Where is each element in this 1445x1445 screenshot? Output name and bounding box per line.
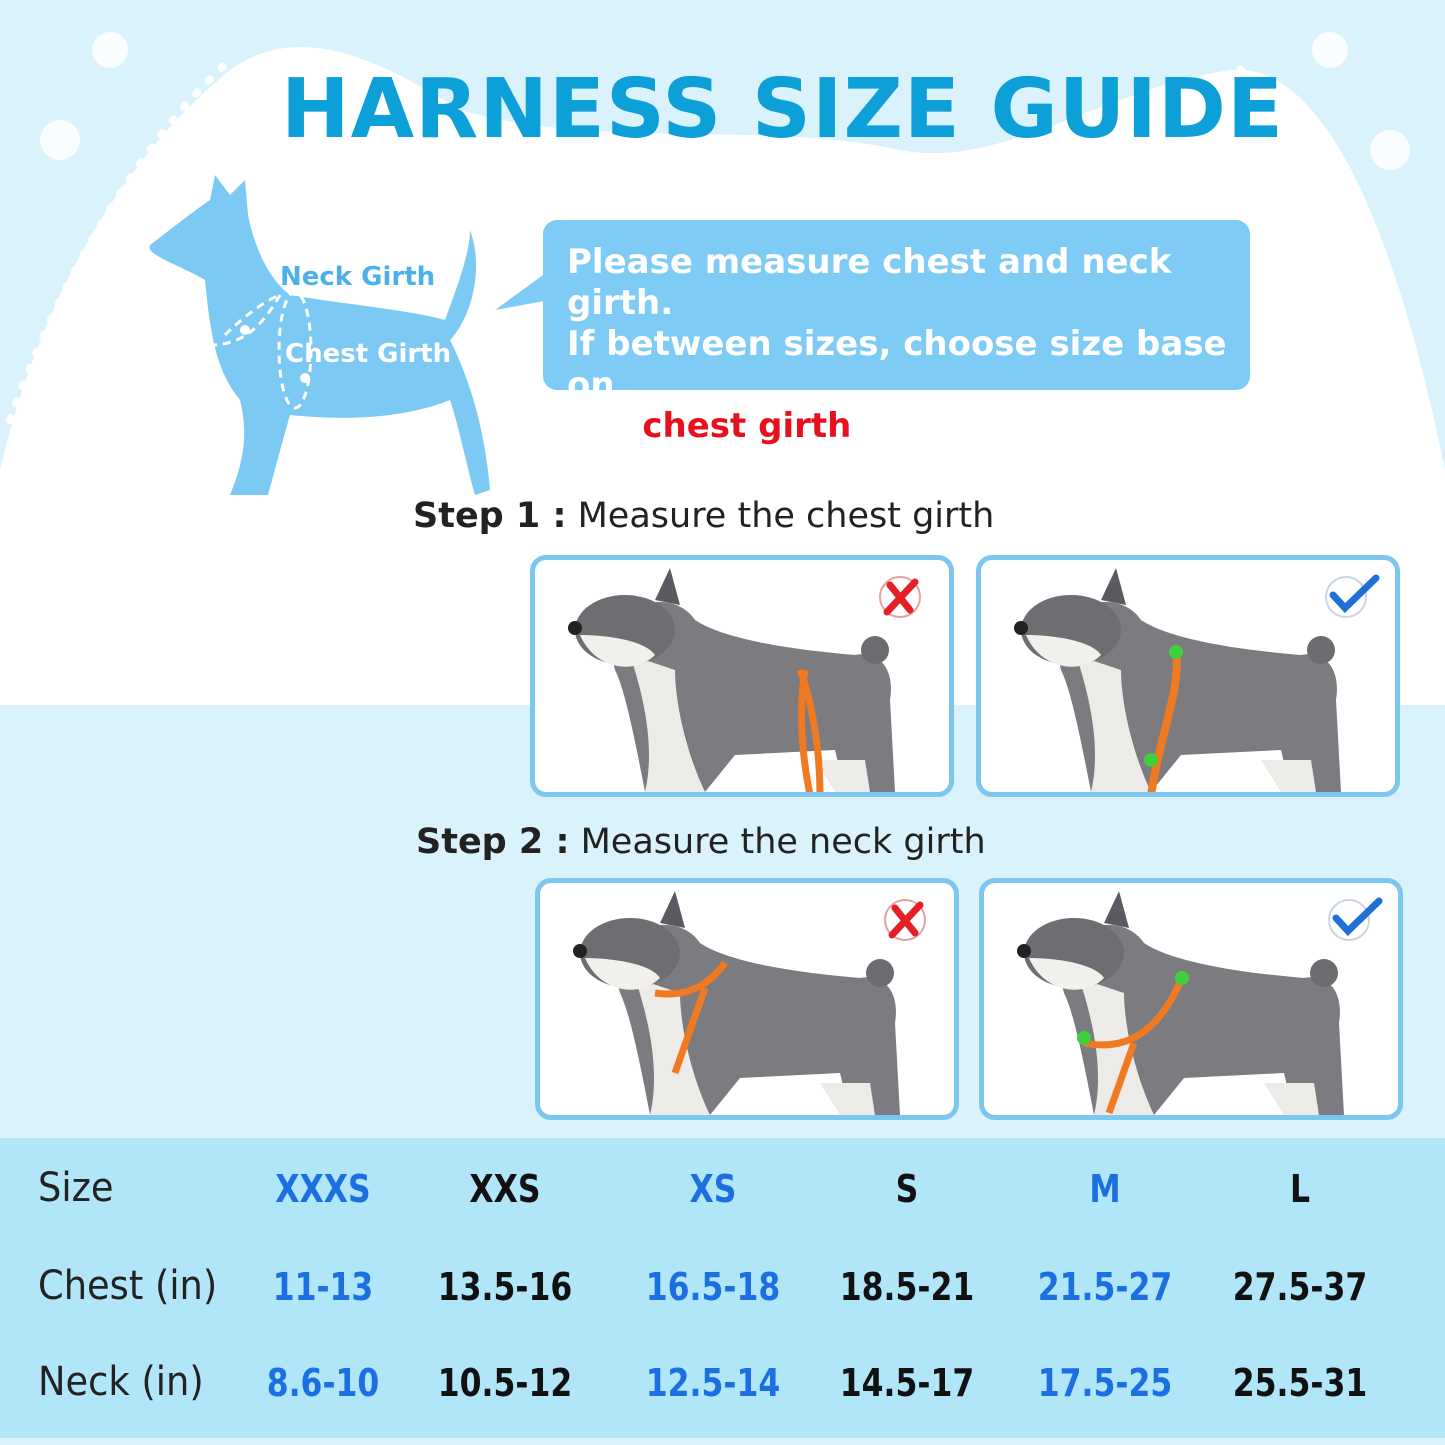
size-cell-xs: XS [689, 1167, 737, 1211]
bubble-line-2: If between sizes, choose size base on [567, 324, 1227, 405]
neck-cell-m: 17.5-25 [1037, 1361, 1173, 1405]
step-1-photo-correct [976, 555, 1400, 797]
neck-cell-s: 14.5-17 [839, 1361, 975, 1405]
instruction-bubble: Please measure chest and neck girth. If … [543, 220, 1250, 446]
chest-cell-s: 18.5-21 [839, 1265, 975, 1309]
neck-cell-xs: 12.5-14 [645, 1361, 781, 1405]
neck-cell-l: 25.5-31 [1232, 1361, 1368, 1405]
row-label-size: Size [38, 1165, 114, 1211]
step-2-heading: Step 2 : Measure the neck girth [416, 822, 986, 862]
step-2-photo-correct [979, 878, 1403, 1120]
chest-cell-m: 21.5-27 [1037, 1265, 1173, 1309]
size-cell-l: L [1289, 1167, 1311, 1211]
step-2-photo-wrong [535, 878, 959, 1120]
step-1-heading: Step 1 : Measure the chest girth [413, 496, 994, 536]
chest-cell-xxs: 13.5-16 [437, 1265, 573, 1309]
cross-icon [884, 899, 926, 941]
row-label-chest: Chest (in) [38, 1263, 218, 1309]
check-icon [1325, 574, 1380, 618]
size-cell-s: S [895, 1167, 919, 1211]
chest-girth-highlight: chest girth [642, 406, 852, 446]
step-label: Step 1 : [413, 496, 567, 536]
bubble-tail [495, 270, 550, 310]
size-cell-xxs: XXS [469, 1167, 541, 1211]
schnauzer-photo [1017, 891, 1344, 1115]
chest-cell-xs: 16.5-18 [645, 1265, 781, 1309]
size-cell-xxxs: XXXS [275, 1167, 371, 1211]
cross-icon [879, 576, 921, 618]
bubble-line-3: the chest girth. [567, 406, 1240, 447]
bubble-line-1: Please measure chest and neck girth. [567, 242, 1172, 323]
bubble-text: . [851, 406, 865, 446]
step-1-photo-wrong [530, 555, 954, 797]
step-text: Measure the chest girth [577, 496, 995, 536]
neck-cell-xxs: 10.5-12 [437, 1361, 573, 1405]
schnauzer-photo [1014, 568, 1341, 792]
check-icon [1328, 897, 1383, 941]
dog-silhouette-diagram: Neck Girth Chest Girth [149, 175, 491, 495]
neck-girth-label: Neck Girth [280, 262, 435, 292]
row-label-neck: Neck (in) [38, 1359, 204, 1405]
size-cell-m: M [1089, 1167, 1121, 1211]
size-table [0, 1138, 1445, 1438]
step-text: Measure the neck girth [580, 822, 986, 862]
schnauzer-photo [573, 891, 900, 1115]
chest-cell-l: 27.5-37 [1232, 1265, 1368, 1309]
chest-cell-xxxs: 11-13 [272, 1265, 374, 1309]
step-label: Step 2 : [416, 822, 570, 862]
neck-cell-xxxs: 8.6-10 [266, 1361, 380, 1405]
chest-girth-label: Chest Girth [285, 339, 451, 369]
bubble-text: the [567, 406, 643, 446]
schnauzer-photo [568, 568, 895, 792]
page-title: HARNESS SIZE GUIDE [281, 62, 1284, 157]
